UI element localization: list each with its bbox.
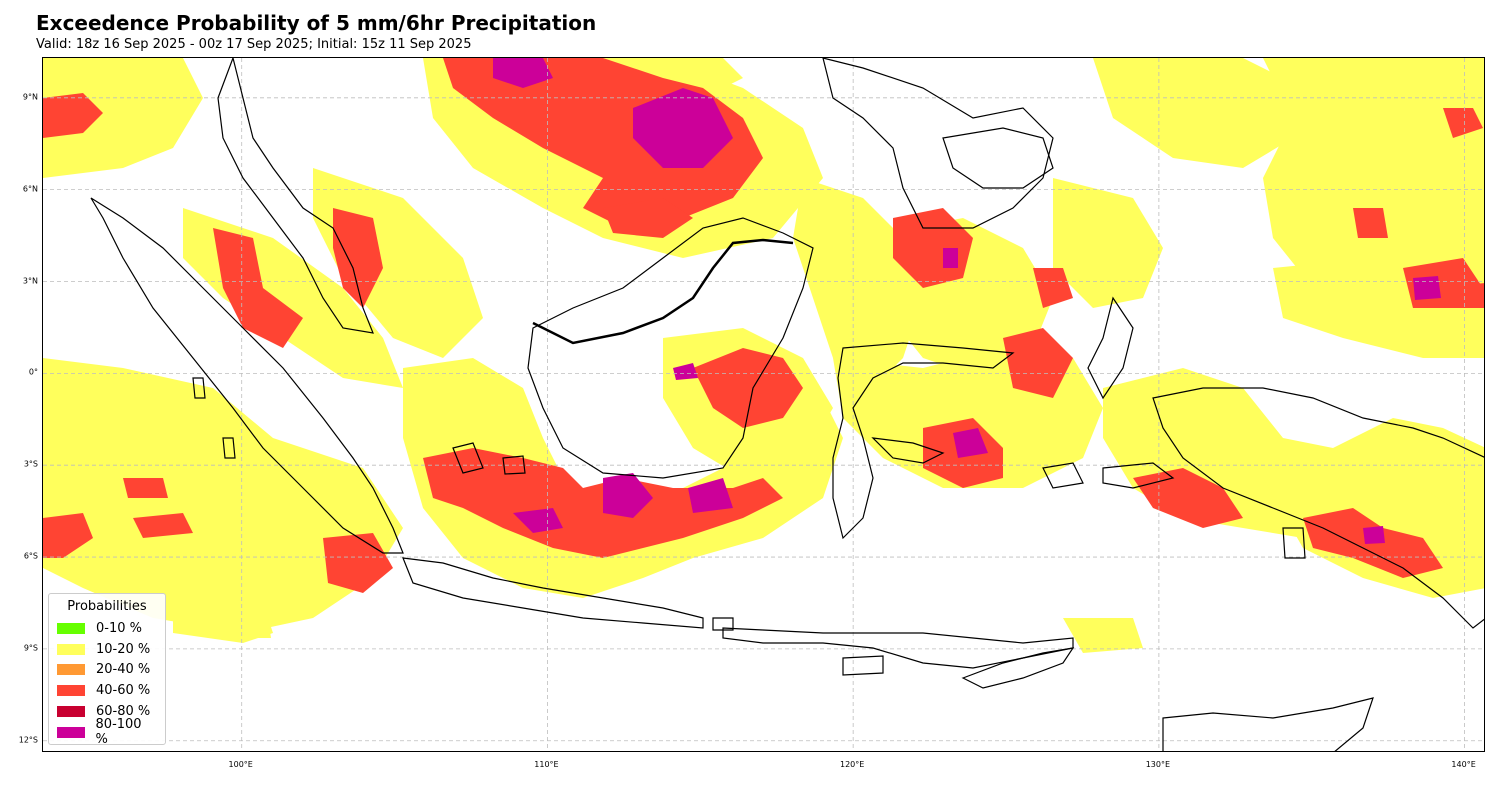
mindanao-coast xyxy=(942,127,1054,189)
legend-label: 60-80 % xyxy=(96,704,151,720)
legend-label: 20-40 % xyxy=(96,662,151,678)
lon-tick-label: 100°E xyxy=(228,760,253,769)
legend-label: 0-10 % xyxy=(96,620,142,636)
legend-label: 40-60 % xyxy=(96,683,151,699)
philippines-coast xyxy=(822,58,1054,229)
legend-item-10-20: 10-20 % xyxy=(57,639,157,660)
sumatra-coast xyxy=(90,197,404,554)
malay-peninsula-coast xyxy=(217,58,374,334)
legend-title: Probabilities xyxy=(67,599,147,614)
coastlines xyxy=(90,58,1484,751)
borneo-border xyxy=(532,238,794,345)
lon-tick-label: 140°E xyxy=(1451,760,1476,769)
lesser-sunda-coast xyxy=(722,627,1074,669)
legend-swatch xyxy=(57,664,85,676)
sulawesi-coast xyxy=(832,342,1015,540)
legend-label: 10-20 % xyxy=(96,641,151,657)
buru-island xyxy=(1042,462,1084,489)
borneo-coast xyxy=(527,217,814,479)
lat-tick-label: 6°S xyxy=(23,551,38,561)
lat-tick-label: 9°S xyxy=(23,643,38,653)
legend-item-80-100: 80-100 % xyxy=(57,717,157,747)
nias-island xyxy=(192,377,206,399)
lon-tick-label: 110°E xyxy=(534,760,559,769)
legend-swatch xyxy=(57,622,85,634)
aru-islands xyxy=(1282,527,1306,559)
chart-title: Exceedence Probability of 5 mm/6hr Preci… xyxy=(36,11,597,35)
bali-island xyxy=(712,617,734,631)
legend-swatch xyxy=(57,726,85,738)
halmahera-coast xyxy=(1087,296,1134,400)
seram-island xyxy=(1102,462,1175,489)
java-coast xyxy=(402,557,704,629)
lat-tick-label: 9°N xyxy=(22,92,38,102)
lat-tick-label: 3°N xyxy=(22,276,38,285)
lat-tick-label: 3°S xyxy=(23,459,38,469)
lat-tick-label: 0° xyxy=(28,367,38,377)
probability-map xyxy=(43,58,1484,751)
lat-tick-label: 6°N xyxy=(22,184,38,194)
timor-coast xyxy=(961,647,1075,689)
belitung-island xyxy=(502,455,526,475)
lon-tick-label: 120°E xyxy=(839,760,865,769)
australia-coast xyxy=(1162,697,1374,751)
legend-item-0-10: 0-10 % xyxy=(57,618,157,639)
legend-item-60-80: 60-80 % xyxy=(57,701,157,722)
valid-time-subtitle: Valid: 18z 16 Sep 2025 - 00z 17 Sep 2025… xyxy=(36,37,472,52)
legend-item-20-40: 20-40 % xyxy=(57,660,157,681)
legend-swatch xyxy=(57,685,85,697)
sulawesi-east-arm xyxy=(871,437,945,464)
sumba-island xyxy=(842,655,884,676)
legend-swatch xyxy=(57,643,85,655)
siberut-island xyxy=(222,437,236,459)
map-panel xyxy=(42,57,1485,752)
legend-label: 80-100 % xyxy=(95,717,142,748)
graticule xyxy=(43,58,1484,751)
prob-80-100-areas xyxy=(493,58,1441,544)
probability-legend: Probabilities 0-10 % 10-20 % 20-40 % 40-… xyxy=(48,593,166,747)
bangka-island xyxy=(452,442,484,474)
new-guinea-coast xyxy=(1152,387,1484,629)
lat-tick-label: 12°S xyxy=(18,735,38,745)
legend-item-40-60: 40-60 % xyxy=(57,680,157,701)
lon-tick-label: 130°E xyxy=(1145,760,1171,769)
legend-swatch xyxy=(57,706,85,718)
